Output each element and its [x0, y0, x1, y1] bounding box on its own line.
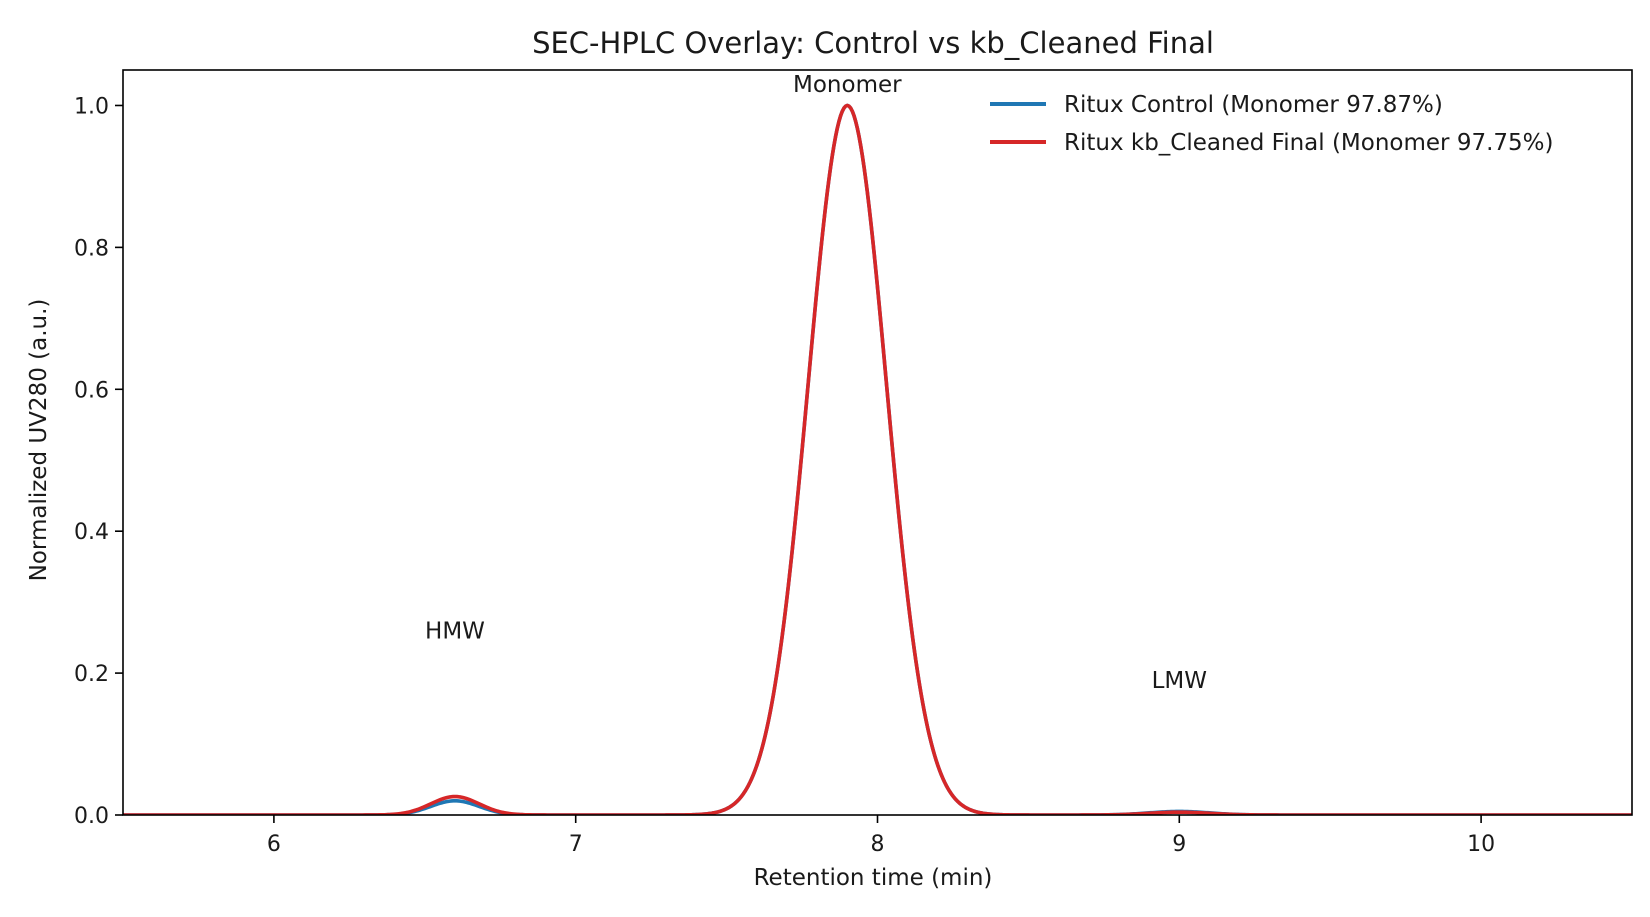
x-tick-label: 10: [1467, 832, 1495, 857]
peak-annotation-lmw: LMW: [1152, 668, 1207, 694]
plot-frame: [122, 69, 1633, 816]
y-tick-label: 1.0: [74, 94, 109, 119]
peak-annotation-hmw: HMW: [425, 619, 485, 645]
x-axis-label: Retention time (min): [754, 865, 993, 891]
y-axis-label: Normalized UV280 (a.u.): [26, 299, 52, 582]
y-axis: 0.0 0.2 0.4 0.6 0.8 1.0: [74, 94, 123, 829]
series-line-0: [123, 103, 1632, 815]
series-layer: [123, 103, 1632, 815]
legend-label-0: Ritux Control (Monomer 97.87%): [1064, 92, 1443, 118]
x-tick-label: 6: [267, 832, 281, 857]
y-tick-label: 0.2: [74, 662, 109, 687]
x-tick-label: 9: [1172, 832, 1186, 857]
legend-label-1: Ritux kb_Cleaned Final (Monomer 97.75%): [1064, 130, 1554, 156]
x-tick-label: 7: [569, 832, 583, 857]
annotation-layer: HMW Monomer LMW: [425, 72, 1207, 694]
y-tick-label: 0.8: [74, 236, 109, 261]
y-tick-label: 0.4: [74, 520, 109, 545]
x-tick-label: 8: [871, 832, 885, 857]
x-axis: 6 7 8 9 10: [267, 815, 1495, 857]
y-tick-label: 0.0: [74, 804, 109, 829]
y-tick-label: 0.6: [74, 378, 109, 403]
chart-title: SEC-HPLC Overlay: Control vs kb_Cleaned …: [532, 26, 1214, 60]
series-line-1: [123, 103, 1632, 815]
legend[interactable]: Ritux Control (Monomer 97.87%) Ritux kb_C…: [990, 92, 1554, 156]
peak-annotation-monomer: Monomer: [793, 72, 902, 98]
plot-area: HMW Monomer LMW: [122, 69, 1633, 816]
